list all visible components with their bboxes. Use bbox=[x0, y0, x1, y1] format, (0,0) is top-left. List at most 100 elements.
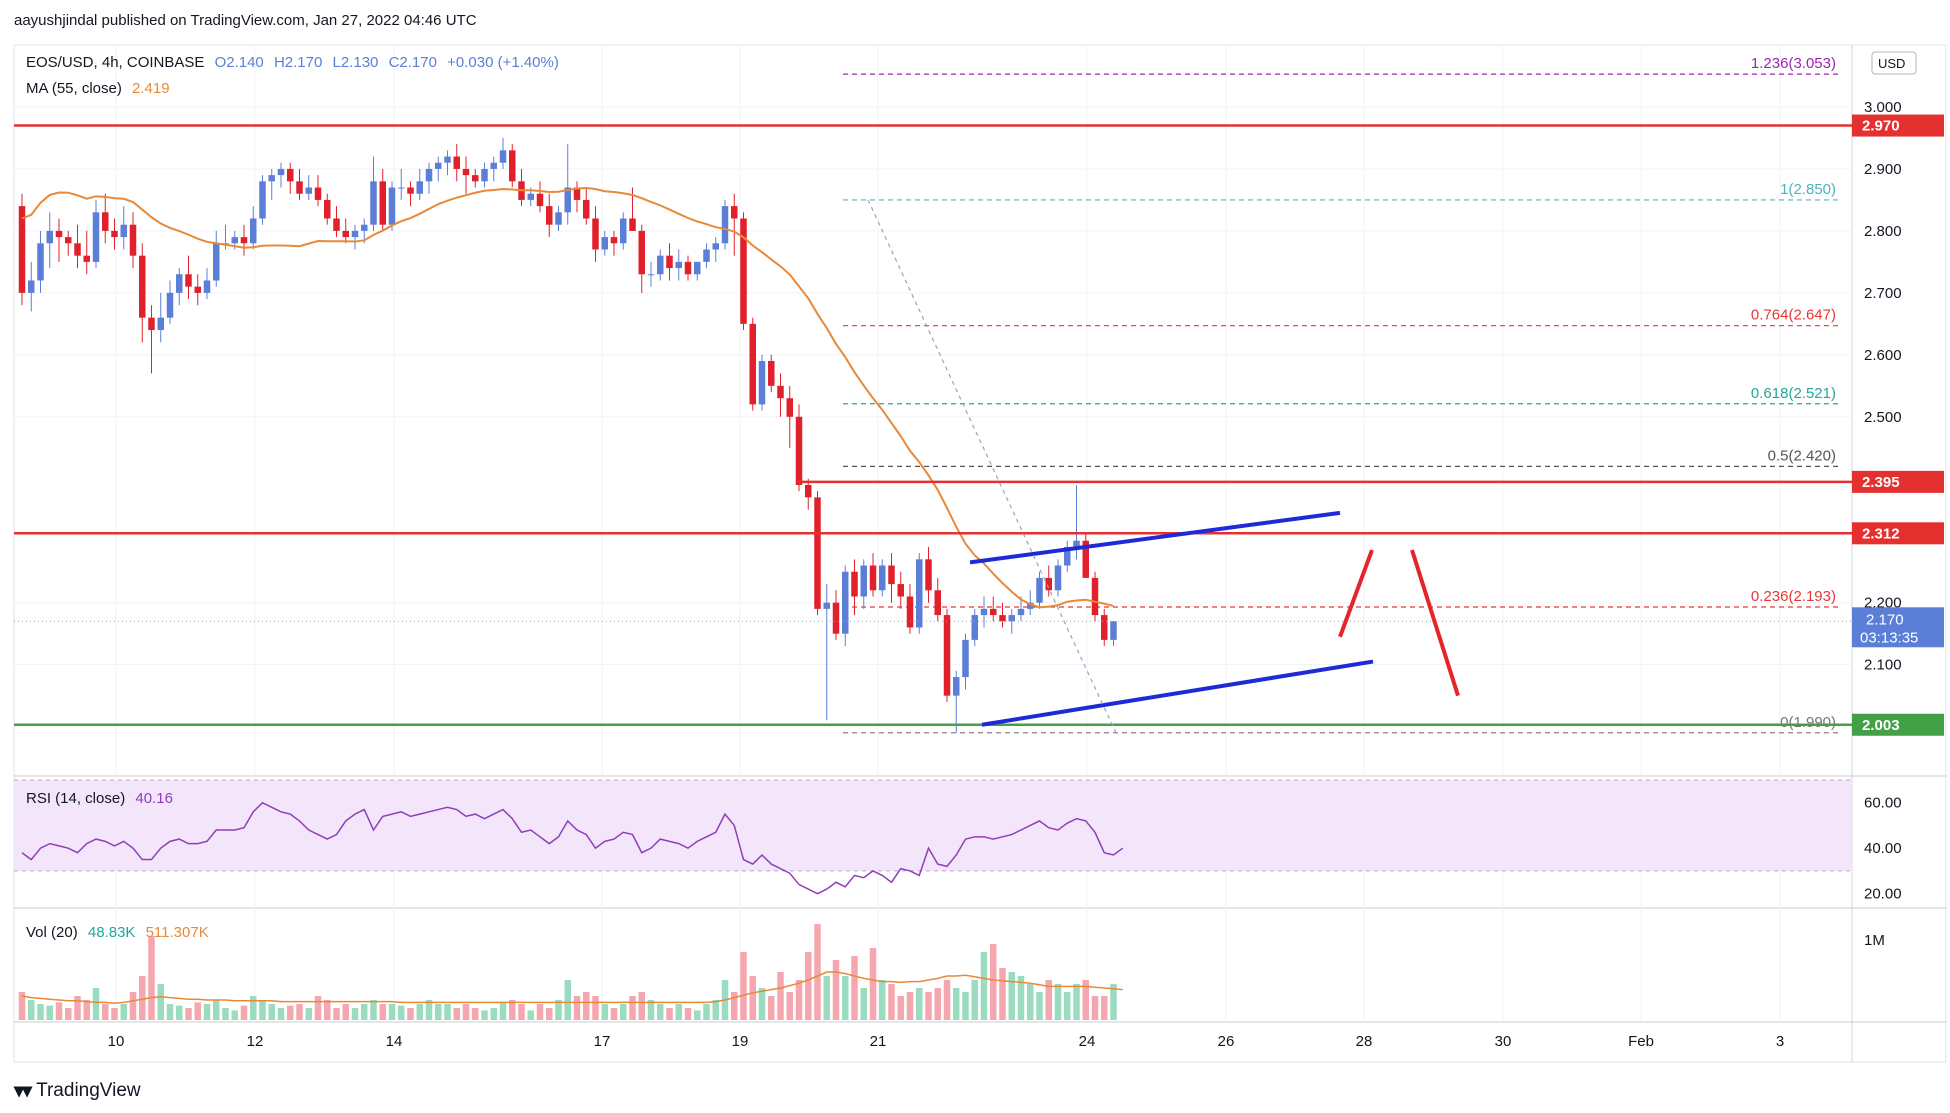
candle-body bbox=[240, 237, 248, 244]
candle-body bbox=[962, 639, 969, 678]
symbol-legend: EOS/USD, 4h, COINBASE O2.140 H2.170 L2.1… bbox=[26, 54, 565, 71]
volume-bar bbox=[1110, 984, 1117, 1020]
candle-body bbox=[712, 243, 719, 250]
volume-bar bbox=[490, 1008, 497, 1020]
candle-body bbox=[55, 230, 63, 238]
rsi-line bbox=[21, 801, 1124, 895]
candle-body bbox=[65, 237, 72, 244]
candle-body bbox=[990, 608, 997, 616]
candle-body bbox=[333, 218, 340, 231]
candle-body bbox=[592, 218, 599, 250]
volume-bar bbox=[92, 988, 100, 1020]
candle-body bbox=[361, 224, 368, 231]
volume-bar bbox=[462, 1004, 470, 1020]
candle-body bbox=[1054, 565, 1062, 591]
volume-bar bbox=[398, 1005, 405, 1020]
volume-bar bbox=[305, 1008, 312, 1020]
candle-body bbox=[46, 230, 53, 244]
candle-body bbox=[1091, 577, 1099, 616]
candle-body bbox=[499, 150, 507, 163]
level-price-tag-label: 2.395 bbox=[1862, 474, 1900, 491]
candle-body bbox=[1101, 615, 1108, 640]
candle-body bbox=[694, 261, 701, 275]
volume-bar bbox=[814, 924, 821, 1020]
volume-bar bbox=[583, 992, 590, 1020]
price-tick-label: 2.900 bbox=[1864, 161, 1902, 178]
candle-body bbox=[943, 615, 951, 696]
volume-bar bbox=[980, 952, 988, 1020]
volume-bar bbox=[925, 992, 932, 1020]
candle-body bbox=[999, 615, 1006, 622]
publisher-line: aayushjindal published on TradingView.co… bbox=[14, 12, 477, 29]
candle-body bbox=[638, 230, 645, 275]
candle-body bbox=[129, 224, 137, 256]
vol-value-2: 511.307K bbox=[145, 924, 209, 941]
candle-body bbox=[481, 168, 488, 182]
volume-bar bbox=[314, 996, 322, 1020]
fib-trend-line bbox=[867, 199, 1117, 734]
volume-bar bbox=[694, 1010, 701, 1020]
candle-body bbox=[185, 274, 192, 287]
time-tick-label: 21 bbox=[870, 1033, 887, 1050]
volume-bar bbox=[805, 952, 812, 1020]
candle-body bbox=[527, 193, 534, 200]
candle-body bbox=[1045, 577, 1052, 591]
time-tick-label: 10 bbox=[108, 1033, 125, 1050]
candle-body bbox=[601, 237, 608, 250]
candle-body bbox=[287, 168, 294, 182]
candle-body bbox=[786, 398, 793, 417]
volume-bar bbox=[536, 1004, 544, 1020]
volume-bar bbox=[916, 988, 923, 1020]
symbol-name: EOS/USD, 4h, COINBASE bbox=[26, 54, 205, 71]
volume-bar bbox=[435, 1004, 442, 1020]
volume-bar bbox=[351, 1008, 359, 1020]
time-tick-label: 3 bbox=[1776, 1033, 1784, 1050]
volume-bar bbox=[879, 980, 886, 1020]
volume-bar bbox=[370, 1000, 377, 1020]
level-price-tag-label: 2.312 bbox=[1862, 525, 1900, 542]
close-value: C2.170 bbox=[388, 54, 437, 71]
volume-bar bbox=[157, 984, 164, 1020]
volume-bar bbox=[407, 1008, 414, 1020]
candle-body bbox=[157, 317, 164, 331]
volume-bar bbox=[629, 996, 636, 1020]
volume-bar bbox=[666, 1008, 673, 1020]
price-tick-label: 2.600 bbox=[1864, 347, 1902, 364]
volume-bar bbox=[657, 1004, 664, 1020]
tradingview-brand[interactable]: ▾▾ TradingView bbox=[14, 1078, 141, 1103]
volume-bar bbox=[1082, 980, 1089, 1020]
volume-bar bbox=[416, 1004, 423, 1020]
volume-bar bbox=[65, 1008, 72, 1020]
candle-body bbox=[647, 274, 655, 276]
time-tick-label: 17 bbox=[594, 1033, 611, 1050]
countdown-label: 03:13:35 bbox=[1860, 629, 1918, 646]
volume-bar bbox=[499, 1002, 507, 1020]
candle-body bbox=[758, 361, 766, 405]
candle-body bbox=[814, 497, 821, 609]
level-price-tag bbox=[1852, 470, 1944, 493]
candle-body bbox=[444, 156, 451, 163]
tradingview-logo-icon: ▾▾ bbox=[14, 1080, 32, 1102]
candle-body bbox=[490, 162, 497, 169]
candle-body bbox=[1017, 608, 1025, 616]
volume-bar bbox=[869, 948, 877, 1020]
candle-body bbox=[194, 286, 201, 293]
volume-bar bbox=[1054, 984, 1062, 1020]
candle-body bbox=[657, 255, 664, 275]
price-tick-label: 2.700 bbox=[1864, 285, 1902, 302]
volume-bar bbox=[897, 996, 904, 1020]
candle-body bbox=[462, 168, 470, 176]
candle-body bbox=[28, 280, 35, 293]
volume-bar bbox=[1036, 992, 1043, 1020]
candle-body bbox=[342, 230, 349, 238]
level-price-tag bbox=[1852, 114, 1944, 137]
candle-body bbox=[370, 181, 377, 225]
ma-value: 2.419 bbox=[132, 80, 170, 97]
volume-bar bbox=[342, 1004, 349, 1020]
volume-bar bbox=[786, 992, 793, 1020]
fib-level-label: 0.764(2.647) bbox=[1751, 307, 1836, 324]
candle-body bbox=[916, 559, 923, 628]
vol-label: Vol (20) bbox=[26, 924, 78, 941]
candle-body bbox=[277, 168, 285, 176]
